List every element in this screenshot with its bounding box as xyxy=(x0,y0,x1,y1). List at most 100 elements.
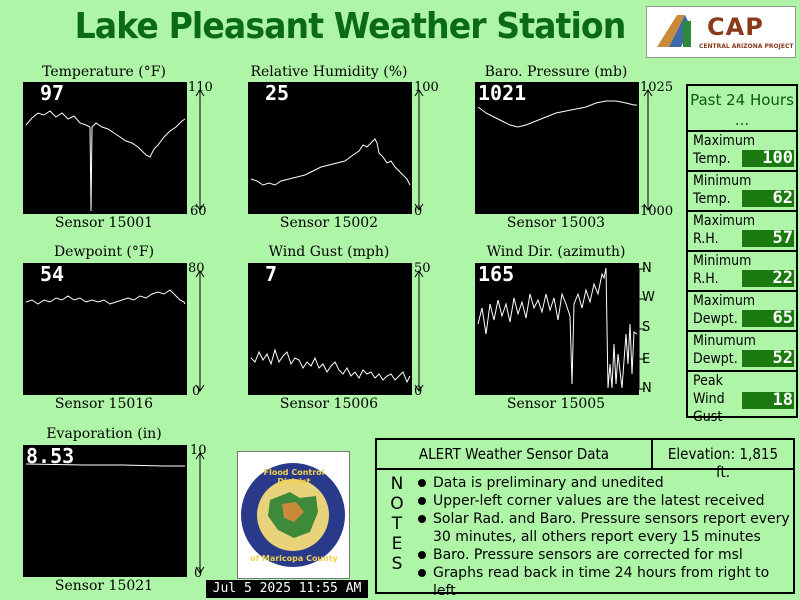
timestamp: Jul 5 2025 11:55 AM xyxy=(206,580,368,598)
summary-row-label: Minumum Dewpt. xyxy=(693,333,756,367)
windgust-sensor-label: Sensor 15006 xyxy=(279,396,379,412)
pressure-current-value: 1021 xyxy=(478,81,527,105)
summary-row-max-dewpoint: Maximum Dewpt. 65 xyxy=(688,292,796,332)
notes-box: ALERT Weather Sensor Data Elevation: 1,8… xyxy=(375,438,795,599)
evaporation-axis-min: 0 xyxy=(194,566,203,581)
cap-logo: CAP CENTRAL ARIZONA PROJECT xyxy=(646,6,796,58)
evaporation-axis-max: 10 xyxy=(190,443,207,458)
temperature-sensor-label: Sensor 15001 xyxy=(54,215,154,231)
dewpoint-current-value: 54 xyxy=(40,262,65,286)
summary-row-value: 100 xyxy=(742,150,794,167)
evaporation-axis xyxy=(195,452,205,574)
notes-vertical-label: N O T E S xyxy=(387,474,407,574)
windgust-title: Wind Gust (mph) xyxy=(268,244,390,260)
summary-row-label: Minimum R.H. xyxy=(693,253,752,287)
note-item: Data is preliminary and unedited xyxy=(415,474,791,492)
evaporation-current-value: 8.53 xyxy=(26,444,75,468)
summary-row-label: Maximum Dewpt. xyxy=(693,293,756,327)
windgust-current-value: 7 xyxy=(265,262,278,286)
cap-logo-text: CAP xyxy=(707,13,764,41)
notes-header-divider xyxy=(651,440,653,468)
notes-letter: E xyxy=(391,534,403,554)
humidity-title: Relative Humidity (%) xyxy=(250,64,408,80)
windgust-chart: 7 xyxy=(248,263,412,395)
summary-row-value: 52 xyxy=(742,350,794,367)
summary-row-max-rh: Maximum R.H. 57 xyxy=(688,212,796,252)
winddir-title: Wind Dir. (azimuth) xyxy=(486,244,626,260)
evaporation-title: Evaporation (in) xyxy=(46,426,162,442)
summary-row-value: 18 xyxy=(742,392,794,409)
summary-row-min-temp: Minimum Temp. 62 xyxy=(688,172,796,212)
humidity-current-value: 25 xyxy=(265,81,290,105)
note-item: Solar Rad. and Baro. Pressure sensors re… xyxy=(415,510,791,546)
winddir-chart: 165 xyxy=(475,263,639,395)
pressure-axis-max: 1025 xyxy=(640,80,674,95)
summary-row-value: 57 xyxy=(742,230,794,247)
windgust-axis-max: 50 xyxy=(414,261,431,276)
notes-letter: T xyxy=(391,514,403,534)
notes-heading: ALERT Weather Sensor Data xyxy=(418,445,610,463)
winddir-current-value: 165 xyxy=(478,262,515,286)
pressure-sensor-label: Sensor 15003 xyxy=(506,215,606,231)
notes-letter: N xyxy=(390,474,404,494)
dewpoint-sensor-label: Sensor 15016 xyxy=(54,396,154,412)
summary-row-value: 65 xyxy=(742,310,794,327)
humidity-chart: 25 xyxy=(248,82,412,214)
page-title: Lake Pleasant Weather Station xyxy=(74,6,627,47)
summary-row-min-rh: Minimum R.H. 22 xyxy=(688,252,796,292)
dewpoint-axis-max: 80 xyxy=(188,261,205,276)
summary-row-label: Minimum Temp. xyxy=(693,173,752,207)
pressure-axis xyxy=(643,89,653,211)
summary-row-peak-gust: Peak Wind Gust 18 xyxy=(688,372,796,425)
dewpoint-chart: 54 xyxy=(23,263,187,395)
fcd-seal-graphic xyxy=(241,463,345,567)
cap-logo-graphic xyxy=(657,15,691,47)
winddir-sensor-label: Sensor 15005 xyxy=(506,396,606,412)
notes-letter: O xyxy=(390,494,404,514)
winddir-tick-w: W xyxy=(642,290,655,305)
summary-row-max-temp: Maximum Temp. 100 xyxy=(688,132,796,172)
temperature-chart: 97 xyxy=(23,82,187,214)
note-item: Baro. Pressure sensors are corrected for… xyxy=(415,546,791,564)
evaporation-chart: 8.53 xyxy=(23,445,187,577)
note-item: Graphs read back in time 24 hours from r… xyxy=(415,564,791,600)
temperature-axis-max: 110 xyxy=(188,80,213,95)
summary-heading: Past 24 Hours ... xyxy=(688,86,796,132)
humidity-axis-max: 100 xyxy=(414,80,439,95)
temperature-current-value: 97 xyxy=(40,81,65,105)
pressure-axis-min: 1000 xyxy=(640,204,674,219)
fcd-logo-bottom-text: of Maricopa County xyxy=(250,554,338,563)
summary-row-label: Peak Wind Gust xyxy=(693,373,725,425)
summary-row-min-dewpoint: Minumum Dewpt. 52 xyxy=(688,332,796,372)
winddir-axis xyxy=(638,268,645,390)
humidity-axis xyxy=(414,89,424,211)
pressure-title: Baro. Pressure (mb) xyxy=(484,64,628,80)
humidity-axis-min: 0 xyxy=(414,204,423,219)
past-24-hours-summary: Past 24 Hours ... Maximum Temp. 100 Mini… xyxy=(686,84,798,425)
pressure-chart: 1021 xyxy=(475,82,639,214)
temperature-axis xyxy=(195,89,205,211)
winddir-tick-n-top: N xyxy=(642,261,652,276)
humidity-sensor-label: Sensor 15002 xyxy=(279,215,379,231)
dewpoint-axis-min: 0 xyxy=(192,384,201,399)
winddir-tick-s: S xyxy=(642,320,651,335)
temperature-axis-min: 60 xyxy=(190,204,207,219)
windgust-axis xyxy=(414,270,424,392)
dewpoint-title: Dewpoint (°F) xyxy=(53,244,155,260)
notes-header: ALERT Weather Sensor Data Elevation: 1,8… xyxy=(377,440,793,481)
notes-list: Data is preliminary and unedited Upper-l… xyxy=(415,474,791,600)
summary-row-label: Maximum R.H. xyxy=(693,213,756,247)
evaporation-sensor-label: Sensor 15021 xyxy=(54,578,154,594)
cap-logo-subtext: CENTRAL ARIZONA PROJECT xyxy=(699,43,794,50)
note-item: Upper-left corner values are the latest … xyxy=(415,492,791,510)
summary-row-label: Maximum Temp. xyxy=(693,133,756,167)
winddir-tick-n-bottom: N xyxy=(642,381,652,396)
notes-letter: S xyxy=(391,554,403,574)
elevation-label: Elevation: 1,815 ft. xyxy=(667,445,779,481)
flood-control-district-logo: Flood Control District of Maricopa Count… xyxy=(237,451,350,579)
summary-row-value: 62 xyxy=(742,190,794,207)
fcd-logo-top-text: Flood Control District xyxy=(263,468,325,486)
temperature-title: Temperature (°F) xyxy=(42,64,166,80)
winddir-tick-e: E xyxy=(642,352,651,367)
dewpoint-axis xyxy=(195,270,205,392)
